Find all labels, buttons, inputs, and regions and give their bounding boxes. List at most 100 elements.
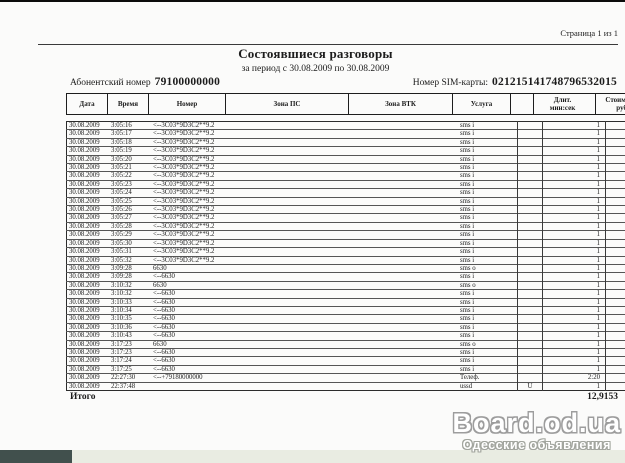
cell-service: sms i xyxy=(458,230,518,240)
cell-time: 3:10:35 xyxy=(109,314,151,324)
cell-service: sms i xyxy=(458,364,518,374)
cell-number: <--+79180000000 xyxy=(151,373,229,383)
column-header-duration: Длит. мин:сек xyxy=(533,93,596,115)
cell-time: 3:05:27 xyxy=(109,213,151,223)
cell-time: 3:10:32 xyxy=(109,289,151,299)
cell-date: 30.08.2009 xyxy=(66,221,109,231)
cell-time: 3:05:22 xyxy=(109,171,151,181)
cell-zone_ps xyxy=(229,289,353,299)
cell-date: 30.08.2009 xyxy=(66,129,109,139)
cell-duration: 1 xyxy=(542,205,606,214)
cell-flag xyxy=(517,213,543,223)
cell-flag xyxy=(517,263,543,273)
cell-zone_ps xyxy=(229,137,353,147)
cell-zone_ps xyxy=(229,305,353,315)
cell-cost: 0,0000 xyxy=(605,146,625,156)
cell-flag xyxy=(517,314,543,324)
table-row: 30.08.2009 3:05:24 <--3C03*9D3C2**9.2 sms i… xyxy=(66,188,625,198)
cell-zone_ps xyxy=(229,339,353,349)
cell-number: <--6630 xyxy=(151,305,229,315)
cell-duration: 1 xyxy=(542,137,606,147)
cell-zone_ps xyxy=(229,230,353,240)
cell-cost: 0,0000 xyxy=(605,238,625,248)
cell-date: 30.08.2009 xyxy=(66,381,109,391)
cell-zone_vtk xyxy=(353,146,458,156)
cell-time: 3:10:43 xyxy=(109,331,151,341)
column-header-time: Время xyxy=(107,93,149,115)
cell-cost: 0,0000 xyxy=(605,331,625,341)
cell-service: sms i xyxy=(458,297,518,307)
cell-cost: 0,0000 xyxy=(605,205,625,214)
cell-cost: 4,3051 xyxy=(605,263,625,273)
cell-flag xyxy=(517,129,543,139)
cell-service: ussd xyxy=(458,381,518,391)
cell-zone_vtk xyxy=(353,137,458,147)
title-block: Состоявшиеся разговоры за период с 30.08… xyxy=(14,46,617,74)
cell-flag xyxy=(517,297,543,307)
cell-cost: 0,0000 xyxy=(605,373,625,383)
cell-zone_vtk xyxy=(353,221,458,231)
watermark: Board.od.ua Одесские объявления xyxy=(452,409,621,452)
cell-duration: 2:20 xyxy=(542,373,606,383)
cell-date: 30.08.2009 xyxy=(66,373,109,383)
cell-time: 3:10:33 xyxy=(109,297,151,307)
column-header-number: Номер xyxy=(148,93,226,115)
cell-time: 3:17:24 xyxy=(109,356,151,366)
cell-number: <--3C03*9D3C2**9.2 xyxy=(151,154,229,164)
cell-duration: 1 xyxy=(542,322,606,332)
cell-number: <--3C03*9D3C2**9.2 xyxy=(151,238,229,248)
cell-flag xyxy=(517,179,543,189)
cell-number: <--6630 xyxy=(151,297,229,307)
cell-zone_vtk xyxy=(353,364,458,374)
cell-zone_ps xyxy=(229,314,353,324)
cell-cost: 0,0000 xyxy=(605,154,625,164)
cell-duration: 1 xyxy=(542,381,606,391)
cell-cost: 0,0000 xyxy=(605,289,625,299)
cell-service: sms i xyxy=(458,356,518,366)
cell-zone_ps xyxy=(229,356,353,366)
cell-time: 3:05:19 xyxy=(109,146,151,156)
cell-time: 3:17:25 xyxy=(109,364,151,374)
cell-zone_ps xyxy=(229,196,353,206)
cell-date: 30.08.2009 xyxy=(66,213,109,223)
call-table-header: Дата Время Номер Зона ПС Зона ВТК Услуга Длит.… xyxy=(66,93,625,115)
cell-time: 3:09:28 xyxy=(109,272,151,282)
cell-service: sms i xyxy=(458,213,518,223)
cell-duration: 1 xyxy=(542,121,606,130)
cell-zone_ps xyxy=(229,297,353,307)
cell-flag xyxy=(517,188,543,198)
cell-zone_vtk xyxy=(353,322,458,332)
scan-bottom-corner-block xyxy=(0,450,72,463)
cell-duration: 1 xyxy=(542,163,606,172)
cell-number: <--3C03*9D3C2**9.2 xyxy=(151,247,229,256)
cell-cost: 0,0000 xyxy=(605,364,625,374)
cell-zone_vtk xyxy=(353,272,458,282)
column-header-date: Дата xyxy=(66,93,108,115)
scan-bottom-band xyxy=(0,450,625,463)
cell-zone_vtk xyxy=(353,347,458,357)
cell-duration: 1 xyxy=(542,255,606,265)
cell-zone_vtk xyxy=(353,196,458,206)
cell-date: 30.08.2009 xyxy=(66,196,109,206)
cell-zone_vtk xyxy=(353,255,458,265)
column-header-cost: Стоимость руб. xyxy=(595,93,625,115)
cell-flag xyxy=(517,221,543,231)
subscriber-number-group: Абонентский номер 79100000000 xyxy=(70,76,220,88)
cell-zone_vtk xyxy=(353,122,458,130)
cell-service: sms i xyxy=(458,238,518,248)
cell-zone_ps xyxy=(229,364,353,374)
cell-service: sms i xyxy=(460,122,475,129)
cell-service: sms i xyxy=(458,314,518,324)
cell-number: <--3C03*9D3C2**9.2 xyxy=(153,122,215,129)
cell-number: <--6630 xyxy=(151,364,229,374)
cell-time: 3:05:32 xyxy=(109,255,151,265)
cell-cost: 0,0000 xyxy=(605,381,625,391)
cell-zone_vtk xyxy=(353,314,458,324)
cell-cost: 0,0000 xyxy=(605,196,625,206)
cell-zone_ps xyxy=(229,129,353,139)
cell-zone_ps xyxy=(229,238,353,248)
